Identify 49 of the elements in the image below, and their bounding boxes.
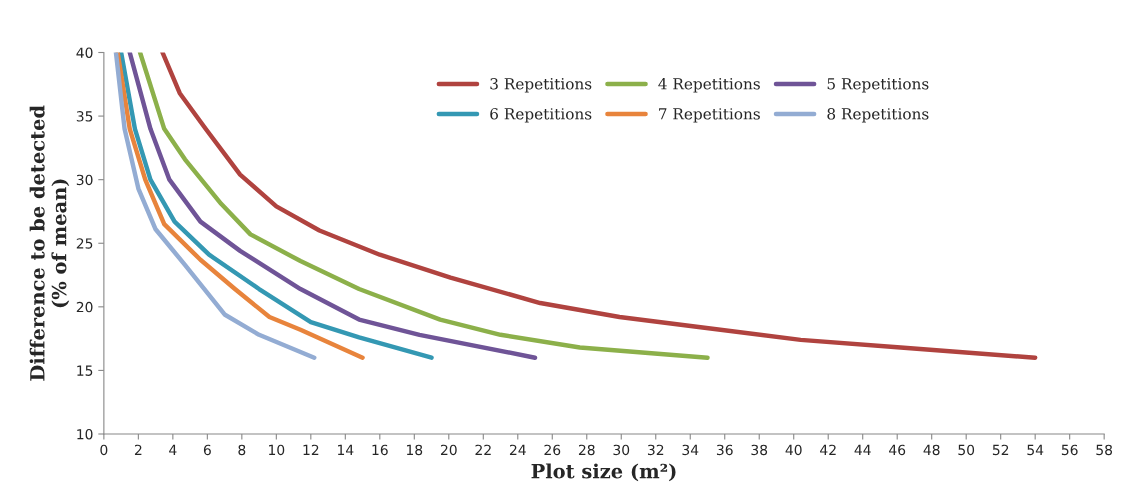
x-tick-label: 44 <box>854 444 871 455</box>
y-tick-label: 20 <box>76 301 93 313</box>
x-tick-label: 34 <box>682 444 699 456</box>
x-tick-label: 36 <box>716 444 733 456</box>
x-tick-label: 30 <box>613 444 630 456</box>
legend-label: 4 Repetitions <box>658 77 760 93</box>
legend-label: 3 Repetitions <box>490 77 592 93</box>
legend-label: 8 Repetitions <box>827 108 929 123</box>
x-tick-label: 22 <box>475 444 491 455</box>
x-tick-label: 38 <box>751 444 768 456</box>
legend-label: 7 Repetitions <box>659 108 760 123</box>
y-tick-label: 30 <box>76 174 93 186</box>
x-tick-label: 56 <box>1061 444 1078 456</box>
x-tick-label: 10 <box>269 444 285 456</box>
legend-label: 5 Repetitions <box>827 78 929 93</box>
y-tick-label: 10 <box>77 428 93 440</box>
x-tick-label: 20 <box>440 444 457 456</box>
y-tick-label: 15 <box>77 365 93 376</box>
line-series <box>115 52 365 360</box>
x-axis-title: Plot size (m²) <box>531 463 676 482</box>
x-tick-label: 58 <box>1096 444 1113 456</box>
line-series <box>113 52 317 360</box>
legend-label: 6 Repetitions <box>490 108 592 123</box>
x-tick-label: 32 <box>647 444 664 456</box>
x-tick-label: 48 <box>923 444 940 456</box>
x-tick-label: 40 <box>785 444 802 456</box>
x-tick-label: 50 <box>958 444 975 456</box>
x-tick-label: 6 <box>203 444 211 456</box>
x-tick-label: 54 <box>1027 444 1044 456</box>
x-tick-label: 12 <box>303 444 319 455</box>
x-tick-label: 18 <box>406 444 423 456</box>
x-tick-label: 4 <box>169 444 177 455</box>
x-tick-label: 8 <box>238 444 246 456</box>
line-series <box>118 52 434 360</box>
x-tick-label: 16 <box>372 444 388 456</box>
x-tick-label: 28 <box>578 444 595 456</box>
y-tick-label: 40 <box>76 47 93 58</box>
x-tick-label: 46 <box>889 444 906 456</box>
x-tick-label: 14 <box>338 444 354 455</box>
x-tick-label: 52 <box>992 444 1009 456</box>
x-tick-label: 42 <box>820 444 836 455</box>
x-tick-label: 2 <box>134 444 142 455</box>
x-tick-label: 24 <box>509 444 526 455</box>
y-tick-label: 35 <box>76 111 93 122</box>
y-tick-label: 25 <box>76 238 93 249</box>
x-tick-label: 26 <box>544 444 561 456</box>
y-axis-title: Difference to be detected (% of mean) <box>29 105 70 381</box>
x-tick-label: 0 <box>100 444 108 456</box>
line-series <box>160 52 1038 360</box>
